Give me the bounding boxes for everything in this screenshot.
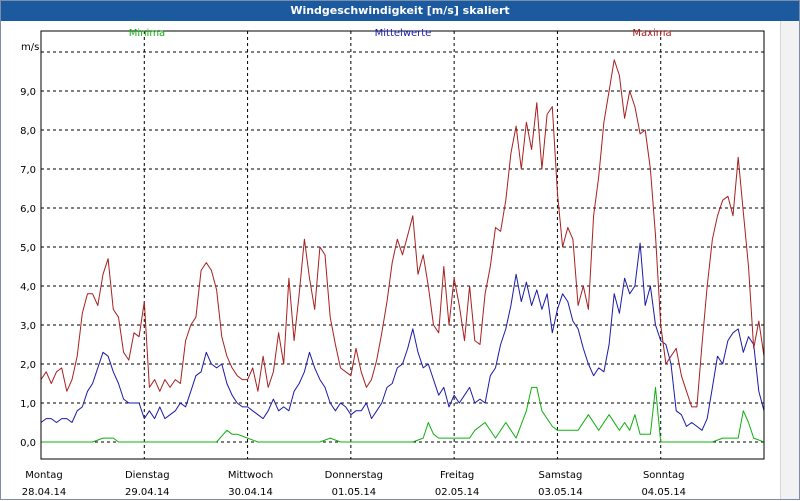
wind-speed-chart: m/s Minima Mittelwerte Maxima 0,0 1,0 2,0 3… <box>20 28 765 498</box>
y-tick-label: 4,0 <box>20 282 36 293</box>
y-axis-unit: m/s <box>21 42 39 53</box>
y-tick-label: 1,0 <box>20 399 36 410</box>
vertical-scrollbar[interactable] <box>780 21 799 499</box>
x-tick-weekday: Samstag <box>539 470 583 481</box>
y-tick-label: 9,0 <box>20 87 36 98</box>
legend-mittelwerte: Mittelwerte <box>375 28 432 39</box>
y-tick-label: 2,0 <box>20 360 36 371</box>
series-mittelwerte-line <box>40 242 765 431</box>
x-tick-weekday: Sonntag <box>643 470 685 481</box>
x-tick-weekday: Donnerstag <box>325 470 383 481</box>
x-tick-date: 02.05.14 <box>435 487 480 498</box>
x-tick-date: 30.04.14 <box>228 487 273 498</box>
x-tick-weekday: Freitag <box>440 470 474 481</box>
legend-maxima: Maxima <box>632 28 671 39</box>
chart-series-lines <box>40 59 765 443</box>
x-tick-date: 28.04.14 <box>22 487 67 498</box>
x-tick-date: 03.05.14 <box>538 487 583 498</box>
x-tick-labels: Montag 28.04.14 Dienstag 29.04.14 Mittwoch 30… <box>22 470 686 498</box>
y-tick-label: 5,0 <box>20 243 36 254</box>
x-tick-date: 29.04.14 <box>125 487 170 498</box>
series-maxima-line <box>40 59 765 408</box>
y-tick-label: 6,0 <box>20 204 36 215</box>
x-tick-date: 04.05.14 <box>641 487 686 498</box>
x-tick-date: 01.05.14 <box>332 487 377 498</box>
y-tick-label: 0,0 <box>20 438 36 449</box>
y-tick-labels: 0,0 1,0 2,0 3,0 4,0 5,0 6,0 7,0 8,0 9,0 <box>20 87 36 449</box>
y-tick-label: 8,0 <box>20 126 36 137</box>
plot-frame <box>40 30 765 460</box>
window-title: Windgeschwindigkeit [m/s] skaliert <box>1 1 799 21</box>
x-tick-weekday: Montag <box>25 470 62 481</box>
x-tick-weekday: Mittwoch <box>228 470 273 481</box>
legend-minima: Minima <box>129 28 165 39</box>
y-tick-label: 3,0 <box>20 321 36 332</box>
y-tick-label: 7,0 <box>20 165 36 176</box>
series-minima-line <box>41 386 765 443</box>
x-tick-weekday: Dienstag <box>125 470 170 481</box>
chart-grid <box>41 31 764 459</box>
